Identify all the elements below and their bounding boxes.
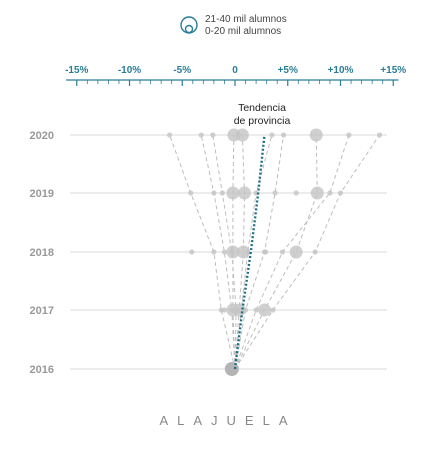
x-tick-label: 0	[232, 65, 238, 76]
legend-small-label: 0-20 mil alumnos	[205, 26, 281, 37]
school-point	[269, 132, 275, 138]
school-point	[289, 245, 303, 259]
school-point	[310, 186, 324, 200]
year-label: 2016	[30, 364, 54, 376]
school-point	[279, 249, 286, 255]
school-point	[235, 128, 249, 142]
x-tick-label: -10%	[118, 65, 141, 76]
school-point	[237, 186, 251, 200]
school-point	[270, 307, 276, 313]
school-point	[221, 307, 228, 313]
school-point	[210, 132, 216, 138]
x-tick-label: -15%	[65, 65, 88, 76]
year-label: 2017	[30, 305, 54, 317]
legend-large-label: 21-40 mil alumnos	[205, 14, 287, 25]
trend-line	[233, 134, 266, 370]
school-point	[198, 132, 204, 138]
school-point	[312, 249, 318, 255]
year-label: 2018	[30, 247, 54, 259]
legend: 21-40 mil alumnos 0-20 mil alumnos	[180, 14, 287, 37]
school-line	[212, 134, 237, 370]
school-points	[166, 128, 383, 376]
trend-annotation-line-2: de provincia	[234, 115, 291, 127]
year-label: 2020	[30, 130, 54, 142]
school-line	[234, 134, 318, 370]
school-point	[337, 190, 344, 196]
school-point	[211, 249, 217, 255]
school-point	[189, 249, 195, 255]
school-line	[200, 134, 236, 370]
school-point	[242, 307, 249, 313]
province-trend	[233, 134, 266, 370]
school-point	[226, 186, 240, 200]
x-axis: -15% -10% -5% 0 +5% +10% +15%	[65, 65, 406, 86]
school-point	[327, 190, 333, 196]
x-tick-label: +10%	[328, 65, 354, 76]
region-label: ALAJUELA	[159, 413, 296, 428]
school-point	[309, 128, 323, 142]
school-point	[226, 245, 240, 259]
school-point	[346, 132, 352, 138]
x-tick-label: +5%	[278, 65, 298, 76]
origin-point	[224, 362, 239, 376]
year-label: 2019	[30, 188, 54, 200]
school-point	[166, 132, 173, 138]
school-point	[236, 245, 250, 259]
school-point	[253, 307, 259, 313]
school-point	[188, 190, 194, 196]
x-tick-label: -5%	[173, 65, 191, 76]
school-point	[293, 190, 299, 196]
school-point	[272, 190, 278, 196]
school-point	[376, 132, 383, 138]
x-tick-label: +15%	[380, 65, 406, 76]
school-point	[221, 249, 228, 255]
school-point	[258, 303, 272, 317]
trend-annotation-line-1: Tendencia	[238, 102, 286, 114]
school-point	[245, 249, 251, 255]
legend-small-circle	[184, 24, 194, 34]
school-point	[211, 190, 217, 196]
school-point	[280, 132, 287, 138]
school-point	[262, 249, 269, 255]
school-point	[219, 190, 225, 196]
